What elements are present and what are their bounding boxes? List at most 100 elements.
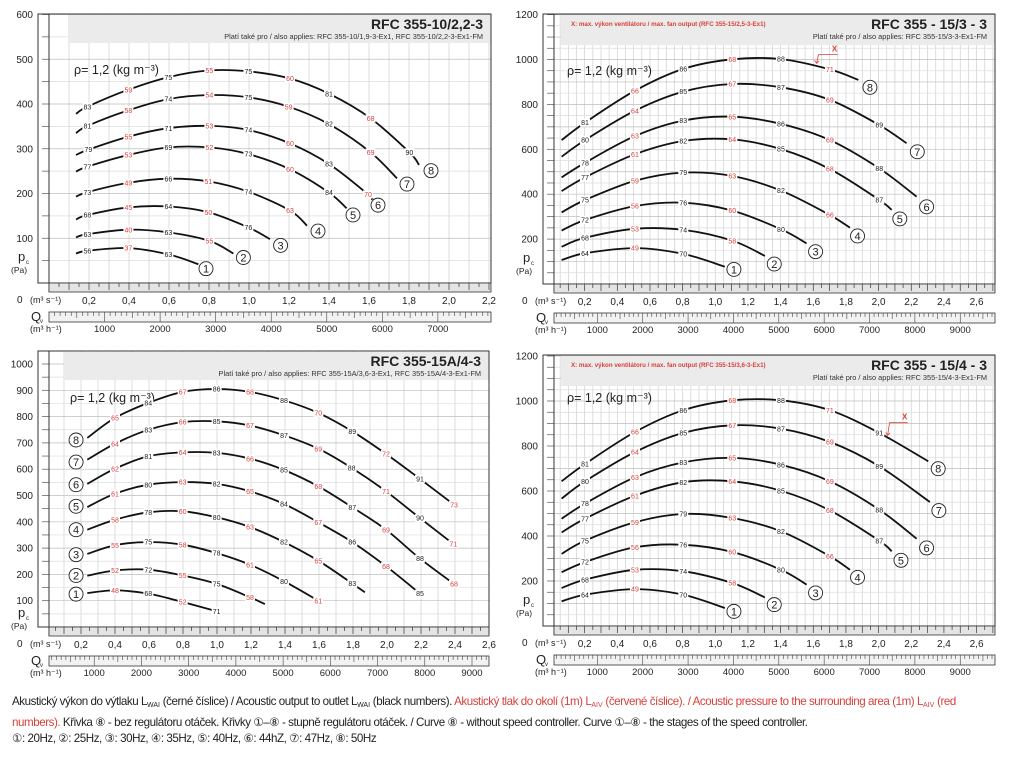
sound-power-label: 81 <box>581 462 589 469</box>
sound-pressure-label: 55 <box>179 573 187 580</box>
curve-label-bg <box>579 173 590 182</box>
curve-label-bg <box>727 55 738 64</box>
sound-pressure-label: 63 <box>179 480 187 487</box>
sound-power-label: 72 <box>144 567 152 574</box>
sound-pressure-label: 61 <box>631 493 639 500</box>
sound-power-label: 84 <box>325 190 333 197</box>
curve-label-bg <box>163 73 174 82</box>
curve-marker-circle <box>68 547 84 563</box>
curve-label-bg <box>629 202 640 211</box>
sound-power-label: 86 <box>348 540 356 547</box>
curve-label-bg <box>110 541 120 550</box>
fan-curve-3: 72 56 76 60 80 3 <box>561 198 824 260</box>
curve-label-bg <box>579 514 590 523</box>
curve-label-bg <box>579 136 590 145</box>
sound-power-label: 80 <box>581 138 589 145</box>
curve-line-6 <box>561 456 918 540</box>
sound-power-label: 68 <box>581 577 589 584</box>
curve-label-bg <box>278 499 289 508</box>
sound-pressure-label: 68 <box>382 564 390 571</box>
sound-power-label: 82 <box>280 540 288 547</box>
sound-power-label: 88 <box>875 507 883 514</box>
sound-power-label: 73 <box>84 190 92 197</box>
curve-label-bg <box>82 162 93 171</box>
sound-power-label: 69 <box>165 145 173 152</box>
curve-label-bg <box>629 448 640 457</box>
curve-label-bg <box>244 421 255 430</box>
curve-line-3 <box>87 541 319 602</box>
sound-pressure-label: 70 <box>314 411 322 418</box>
curve-label-bg <box>727 79 738 88</box>
curve-label-bg <box>775 396 786 405</box>
m3h-tick-label: 8000 <box>414 668 435 679</box>
density-note: ρ= 1,2 (kg m⁻³) <box>567 64 652 78</box>
flow-m3h-unit: (m³ h⁻¹) <box>535 325 567 335</box>
curve-label-bg <box>448 539 459 548</box>
sound-pressure-label: 69 <box>367 150 375 157</box>
curve-label-bg <box>285 139 295 148</box>
sound-pressure-label: 66 <box>631 430 639 437</box>
sound-power-label: 63 <box>84 232 92 239</box>
x-tick-label: 2,4 <box>937 297 951 308</box>
x-tick-label: 2,2 <box>904 297 918 308</box>
fan-curve-6: 78 63 83 65 86 69 88 6 <box>561 453 935 556</box>
y-tick-label: 400 <box>16 100 33 111</box>
y-tick-label: 600 <box>521 487 538 498</box>
sound-pressure-label: 68 <box>450 581 458 588</box>
sound-power-label: 75 <box>245 69 253 76</box>
curve-marker-number: 6 <box>924 202 930 214</box>
origin-label: 0 <box>17 639 23 650</box>
sound-power-label: 72 <box>581 560 589 567</box>
fan-curve-1: 48 68 52 71 1 <box>68 586 222 616</box>
m3h-tick-label: 7000 <box>859 667 880 678</box>
sound-power-label: 87 <box>875 198 883 205</box>
sound-pressure-label: 55 <box>111 543 119 550</box>
curve-label-bg <box>775 83 786 92</box>
curve-label-bg <box>678 567 689 576</box>
curve-marker-circle <box>919 199 935 215</box>
sound-pressure-label: 69 <box>382 527 390 534</box>
curve-line-6 <box>561 115 918 198</box>
sound-power-label: 72 <box>581 218 589 225</box>
sound-power-label: 86 <box>213 387 221 394</box>
curve-marker-number: 7 <box>914 147 920 159</box>
x-tick-label: 1,4 <box>774 297 788 308</box>
sound-power-label: 74 <box>165 97 173 104</box>
m3h-tick-label: 5000 <box>768 667 789 678</box>
sound-power-label: 81 <box>581 120 589 127</box>
m3h-tick-label: 5000 <box>316 324 337 335</box>
x-tick-label: 1,0 <box>242 296 256 307</box>
sound-power-label: 85 <box>213 419 221 426</box>
sound-pressure-label: 58 <box>728 581 736 588</box>
x-tick-label: 1,2 <box>741 297 755 308</box>
footer-text-segment: WAI <box>146 702 160 709</box>
sound-power-label: 64 <box>581 592 589 599</box>
curve-label-bg <box>874 505 885 514</box>
sound-power-label: 78 <box>213 551 221 558</box>
curve-label-bg <box>211 513 222 522</box>
sound-power-label: 79 <box>679 512 687 519</box>
curve-label-bg <box>243 125 254 134</box>
curve-marker-circle <box>850 228 865 244</box>
x-tick-label: 0,2 <box>82 296 96 307</box>
curve-label-bg <box>380 449 391 458</box>
x-unit-label: (m³ s⁻¹) <box>535 296 566 306</box>
curve-line-8 <box>561 398 929 483</box>
sound-power-label: 68 <box>581 235 589 242</box>
curve-marker-number: 8 <box>73 435 79 447</box>
sound-pressure-label: 63 <box>631 134 639 141</box>
curve-label-bg <box>678 590 689 599</box>
m3h-tick-label: 3000 <box>205 324 226 335</box>
curve-label-bg <box>629 132 640 141</box>
sound-pressure-label: 59 <box>125 87 133 94</box>
curve-label-bg <box>243 93 254 102</box>
sound-power-label: 86 <box>679 408 687 415</box>
m3h-tick-label: 9000 <box>950 667 971 678</box>
x-tick-label: 1,4 <box>774 639 788 650</box>
curve-label-bg <box>678 168 689 177</box>
sound-pressure-label: 61 <box>246 562 254 569</box>
curve-label-bg <box>243 223 254 232</box>
y-tick-label: 800 <box>16 412 33 423</box>
curve-label-bg <box>123 244 134 253</box>
